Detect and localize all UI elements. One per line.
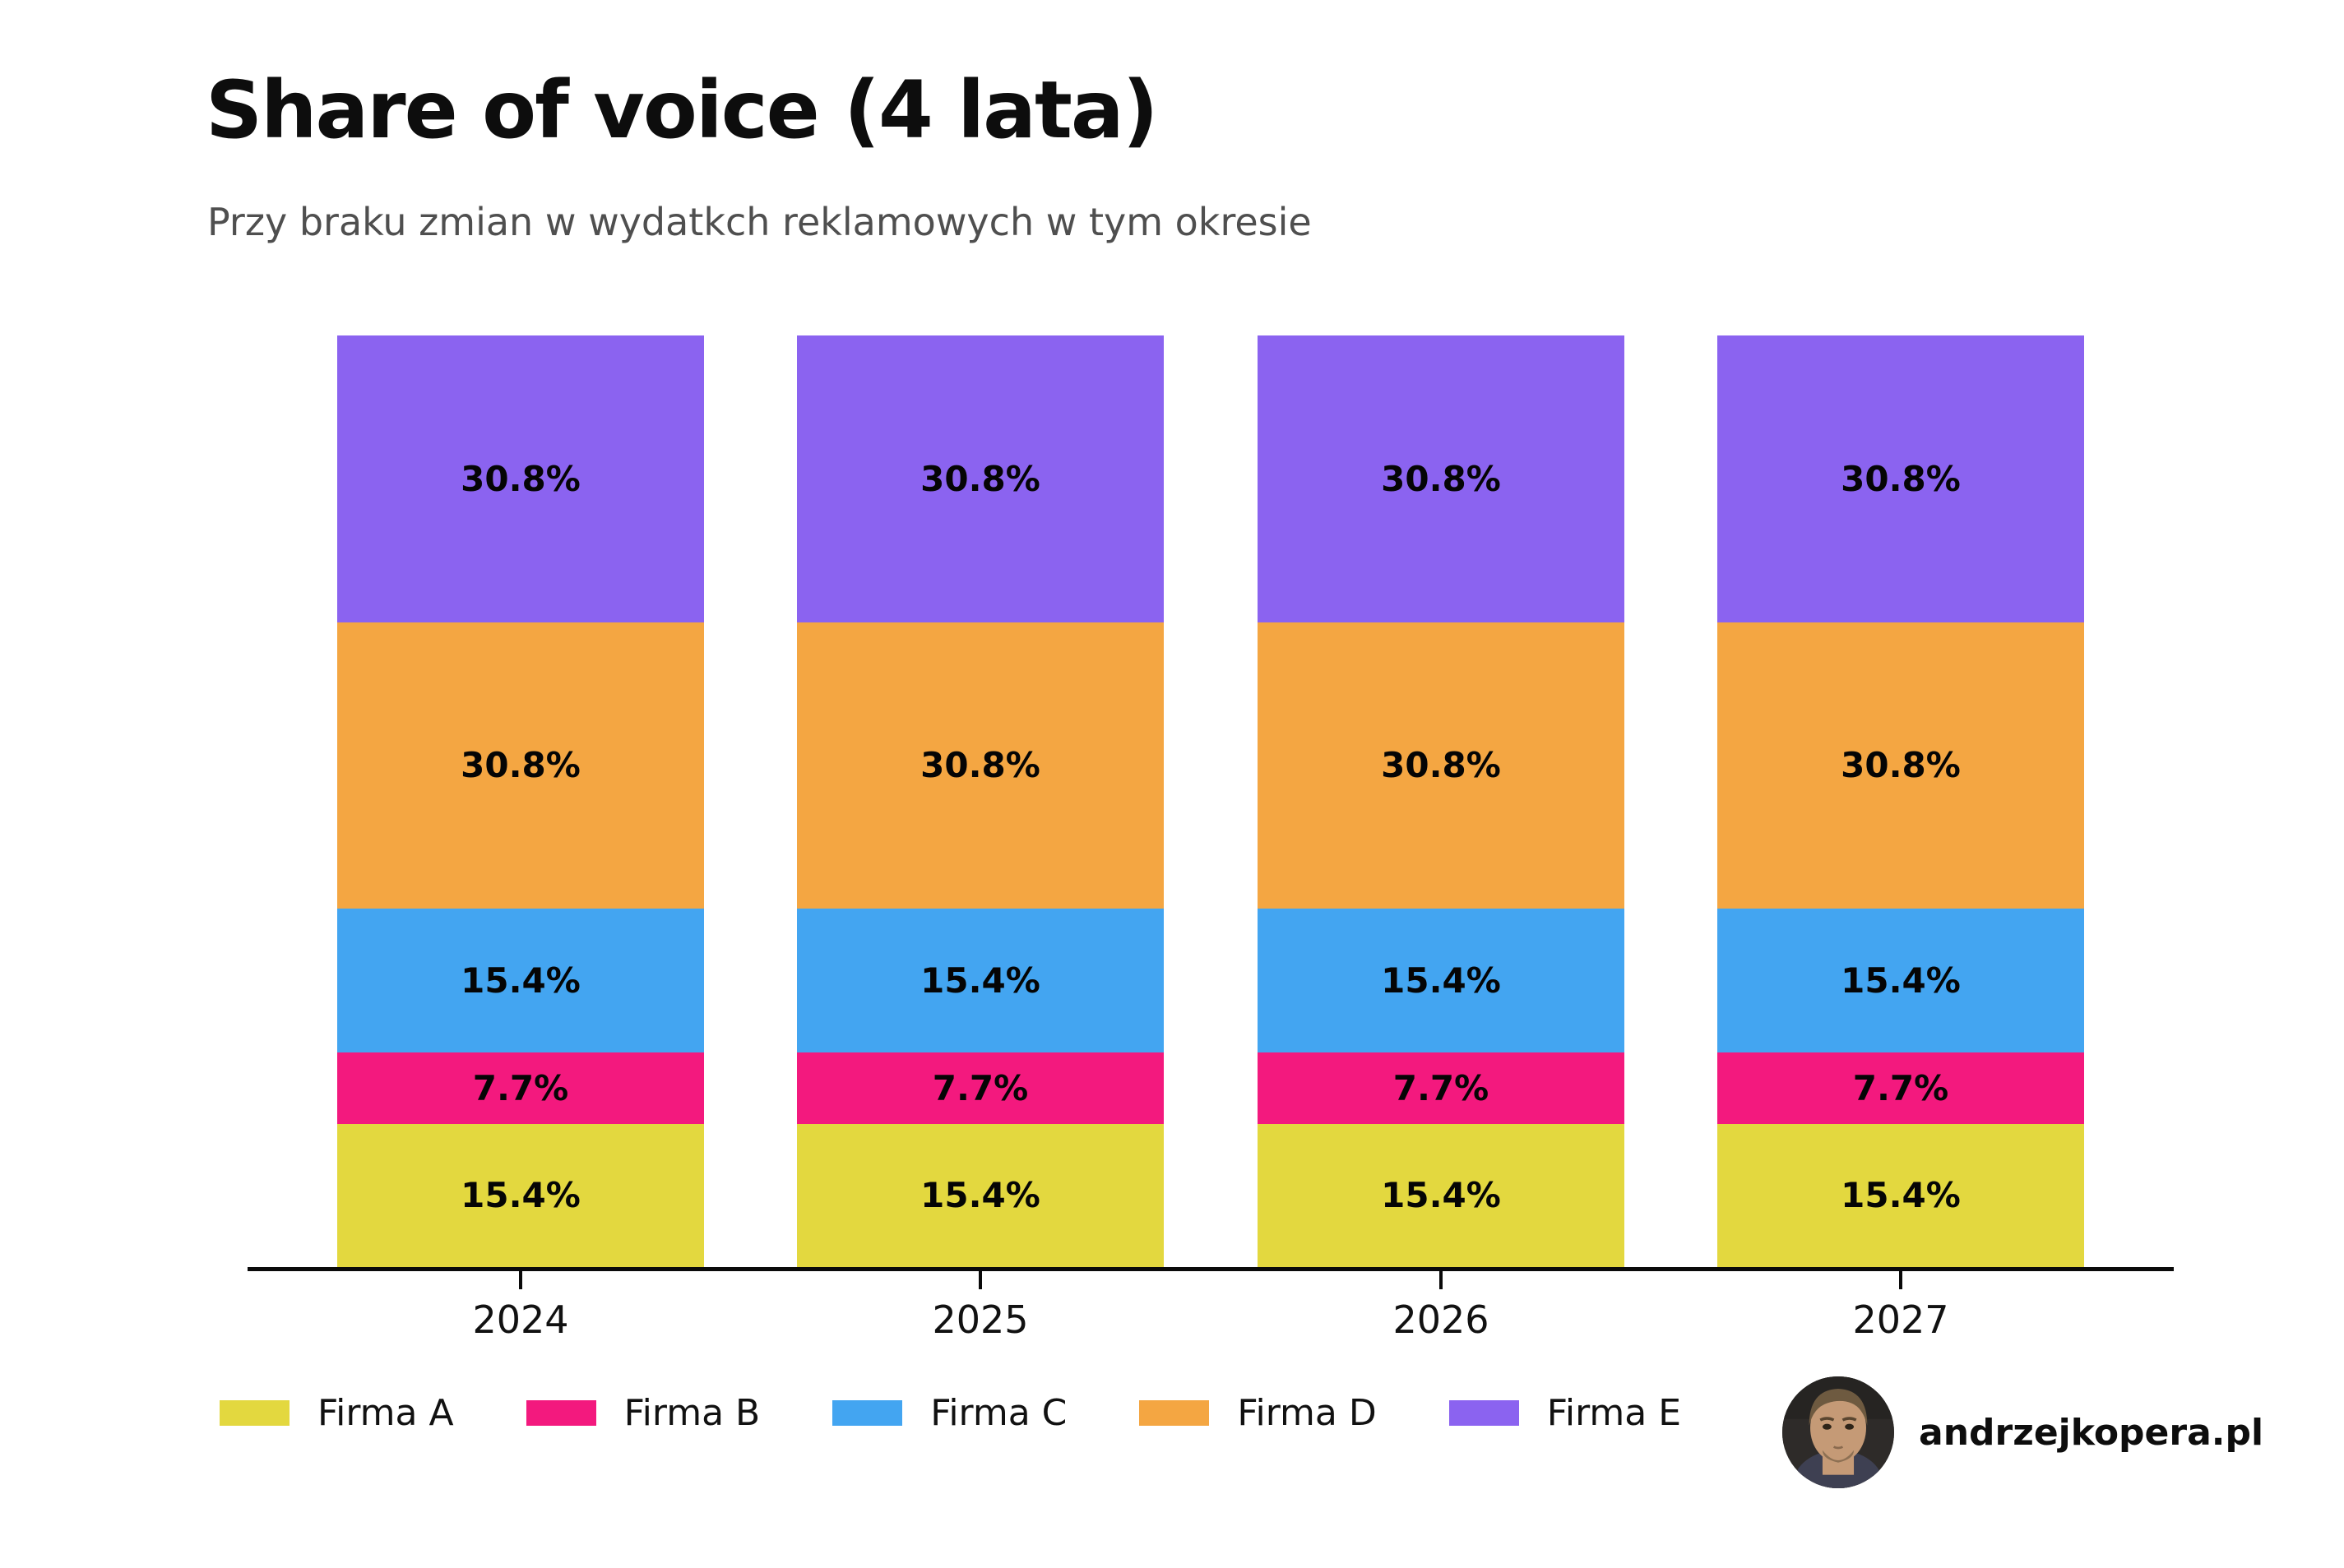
segment-value-label: 30.8% bbox=[920, 458, 1040, 499]
segment-value-label: 30.8% bbox=[1381, 745, 1501, 786]
legend-swatch-icon bbox=[1139, 1399, 1210, 1426]
bar-segment-firma-b: 7.7% bbox=[1258, 1052, 1624, 1124]
bar-segment-firma-e: 30.8% bbox=[1717, 335, 2084, 622]
legend-label: Firma D bbox=[1237, 1391, 1377, 1434]
x-tick bbox=[519, 1271, 522, 1289]
x-axis-line bbox=[248, 1267, 2174, 1271]
segment-value-label: 15.4% bbox=[461, 1175, 581, 1216]
segment-value-label: 7.7% bbox=[1392, 1067, 1489, 1108]
legend-swatch-icon bbox=[832, 1399, 903, 1426]
chart-subtitle: Przy braku zmian w wydatkch reklamowych … bbox=[207, 200, 1312, 244]
legend-label: Firma C bbox=[930, 1391, 1068, 1434]
x-tick-label-2026: 2026 bbox=[1392, 1297, 1489, 1342]
legend-label: Firma E bbox=[1546, 1391, 1682, 1434]
bar-segment-firma-a: 15.4% bbox=[1258, 1123, 1624, 1267]
segment-value-label: 15.4% bbox=[461, 960, 581, 1001]
segment-value-label: 15.4% bbox=[1841, 960, 1961, 1001]
legend-swatch-icon bbox=[526, 1399, 596, 1426]
bar-segment-firma-b: 7.7% bbox=[797, 1052, 1164, 1124]
bar-segment-firma-c: 15.4% bbox=[797, 909, 1164, 1052]
bar-segment-firma-e: 30.8% bbox=[1258, 335, 1624, 622]
bar-segment-firma-a: 15.4% bbox=[337, 1123, 704, 1267]
segment-value-label: 7.7% bbox=[1852, 1067, 1949, 1108]
bar-segment-firma-a: 15.4% bbox=[797, 1123, 1164, 1267]
legend: Firma A Firma B Firma C Firma D Firma E bbox=[220, 1390, 1681, 1435]
legend-item-firma-d: Firma D bbox=[1139, 1391, 1377, 1434]
bar-segment-firma-d: 30.8% bbox=[1717, 622, 2084, 909]
x-tick bbox=[979, 1271, 982, 1289]
bar-2025: 30.8% 30.8% 15.4% 7.7% 15.4% bbox=[797, 335, 1164, 1267]
bar-2026: 30.8% 30.8% 15.4% 7.7% 15.4% bbox=[1258, 335, 1624, 1267]
legend-item-firma-a: Firma A bbox=[220, 1392, 454, 1434]
segment-value-label: 15.4% bbox=[1841, 1175, 1961, 1216]
watermark: andrzejkopera.pl bbox=[1782, 1376, 2263, 1488]
segment-value-label: 30.8% bbox=[461, 745, 581, 786]
x-tick bbox=[1439, 1271, 1443, 1289]
chart-title: Share of voice (4 lata) bbox=[206, 64, 1158, 156]
bar-segment-firma-c: 15.4% bbox=[1717, 909, 2084, 1052]
legend-swatch-icon bbox=[220, 1399, 290, 1426]
segment-value-label: 30.8% bbox=[461, 458, 581, 499]
bar-segment-firma-d: 30.8% bbox=[337, 622, 704, 909]
legend-label: Firma A bbox=[317, 1391, 454, 1434]
bar-segment-firma-d: 30.8% bbox=[1258, 622, 1624, 909]
x-tick-label-2025: 2025 bbox=[932, 1297, 1029, 1342]
segment-value-label: 7.7% bbox=[472, 1067, 569, 1108]
avatar-image bbox=[1782, 1376, 1894, 1488]
x-tick-label-2027: 2027 bbox=[1852, 1297, 1949, 1342]
legend-item-firma-e: Firma E bbox=[1448, 1391, 1682, 1434]
segment-value-label: 15.4% bbox=[920, 960, 1040, 1001]
bar-segment-firma-e: 30.8% bbox=[797, 335, 1164, 622]
legend-item-firma-c: Firma C bbox=[832, 1392, 1067, 1434]
legend-swatch-icon bbox=[1448, 1399, 1519, 1426]
segment-value-label: 15.4% bbox=[920, 1175, 1040, 1216]
bar-segment-firma-c: 15.4% bbox=[1258, 909, 1624, 1052]
bar-segment-firma-e: 30.8% bbox=[337, 335, 704, 622]
segment-value-label: 15.4% bbox=[1381, 960, 1501, 1001]
segment-value-label: 15.4% bbox=[1381, 1175, 1501, 1216]
bar-2024: 30.8% 30.8% 15.4% 7.7% 15.4% bbox=[337, 335, 704, 1267]
x-tick-label-2024: 2024 bbox=[472, 1297, 569, 1342]
bar-segment-firma-a: 15.4% bbox=[1717, 1123, 2084, 1267]
legend-label: Firma B bbox=[623, 1391, 761, 1434]
segment-value-label: 30.8% bbox=[1381, 458, 1501, 499]
legend-item-firma-b: Firma B bbox=[526, 1391, 761, 1434]
segment-value-label: 30.8% bbox=[1841, 745, 1961, 786]
segment-value-label: 30.8% bbox=[1841, 458, 1961, 499]
watermark-text: andrzejkopera.pl bbox=[1919, 1411, 2264, 1454]
bar-2027: 30.8% 30.8% 15.4% 7.7% 15.4% bbox=[1717, 335, 2084, 1267]
bar-segment-firma-b: 7.7% bbox=[337, 1052, 704, 1124]
bar-segment-firma-c: 15.4% bbox=[337, 909, 704, 1052]
segment-value-label: 7.7% bbox=[932, 1067, 1029, 1108]
segment-value-label: 30.8% bbox=[920, 745, 1040, 786]
avatar-portrait-icon bbox=[1782, 1376, 1894, 1488]
bar-segment-firma-b: 7.7% bbox=[1717, 1052, 2084, 1124]
bar-segment-firma-d: 30.8% bbox=[797, 622, 1164, 909]
x-tick bbox=[1899, 1271, 1902, 1289]
